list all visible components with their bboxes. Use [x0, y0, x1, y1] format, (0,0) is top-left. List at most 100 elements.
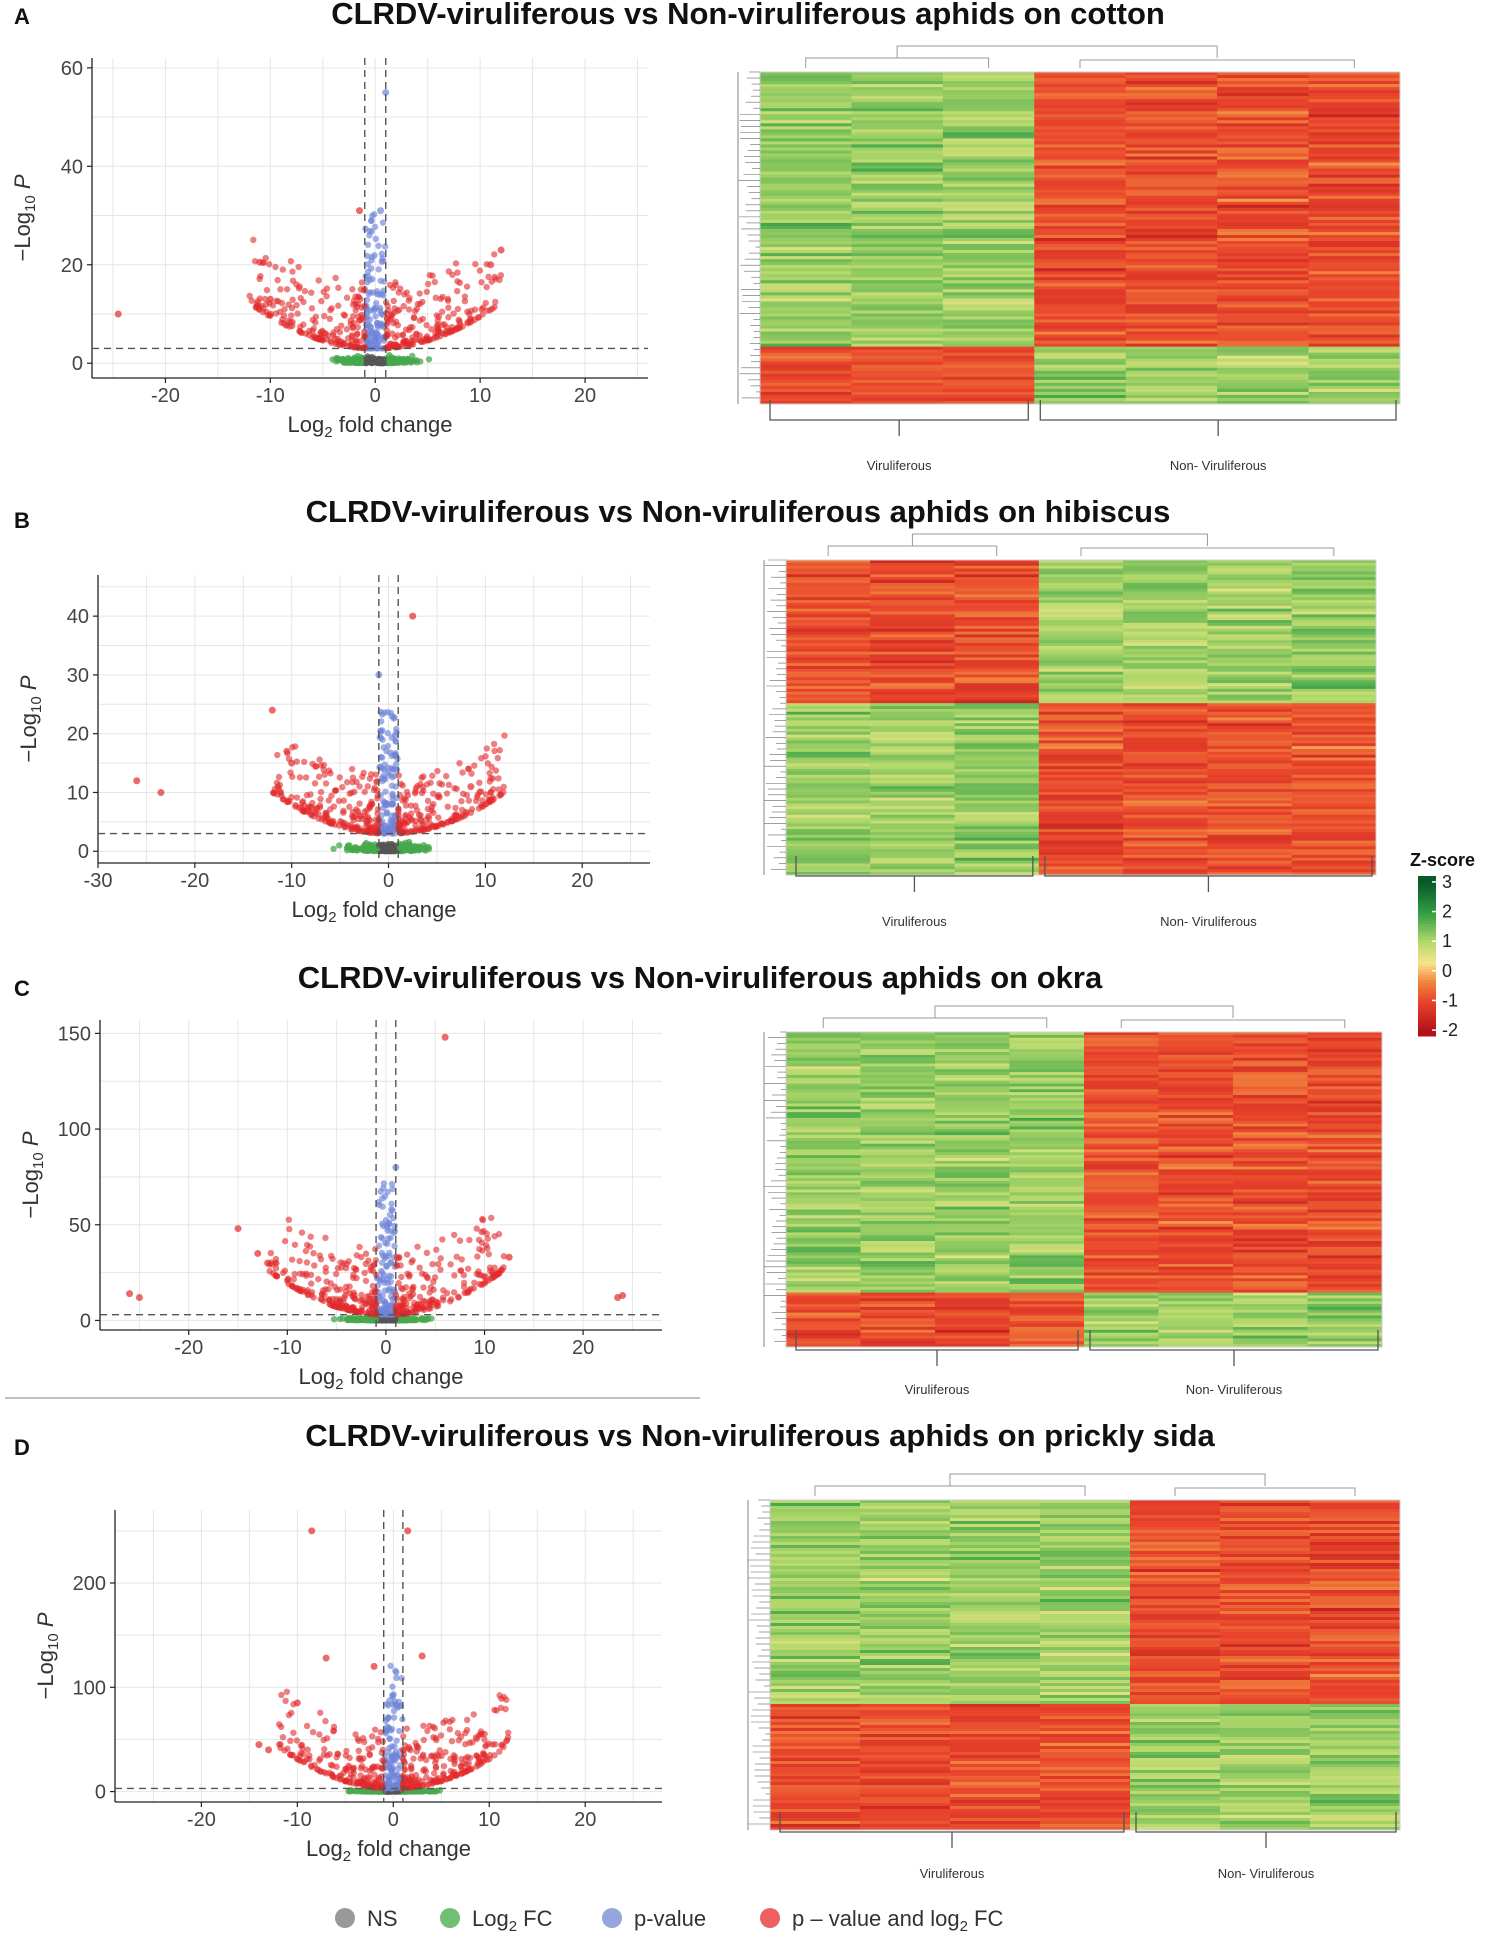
heatmap-cell [935, 1054, 1010, 1059]
heatmap-cell [935, 1163, 1010, 1168]
heatmap-cell [935, 1249, 1010, 1253]
heatmap-cell [935, 1292, 1010, 1296]
heatmap-cell [851, 138, 944, 142]
heatmap-cell [1034, 346, 1127, 351]
heatmap-cell [1291, 823, 1377, 827]
heatmap-cell [1123, 580, 1208, 584]
heatmap-cell [935, 1258, 1010, 1262]
heatmap-cell [1034, 147, 1127, 151]
heatmap-cell [942, 129, 1035, 133]
heatmap-cell [954, 769, 1040, 773]
heatmap-cell [1009, 1135, 1085, 1139]
heatmap-cell [942, 331, 1035, 336]
heatmap-cell [935, 1083, 1010, 1087]
heatmap-cell [1034, 192, 1127, 197]
point-significant [445, 268, 453, 275]
heatmap-cell [954, 708, 1040, 713]
point-significant [433, 1246, 440, 1253]
heatmap-cell [1009, 1318, 1085, 1322]
point-pvalue [381, 1287, 389, 1294]
heatmap-cell [942, 219, 1035, 224]
heatmap-cell [1291, 602, 1377, 607]
heatmap-cell [1125, 120, 1218, 124]
heatmap-cell [1034, 93, 1127, 97]
heatmap-cell [1038, 634, 1124, 638]
heatmap-cell [786, 1312, 861, 1316]
heatmap-cell [1291, 751, 1377, 756]
heatmap-cell [1291, 820, 1377, 824]
point-significant [461, 293, 469, 300]
heatmap-cell [954, 620, 1040, 624]
heatmap-cell [1125, 171, 1218, 176]
point-significant [490, 785, 497, 793]
heatmap-cell [935, 1089, 1010, 1093]
heatmap-cell [1123, 834, 1208, 839]
heatmap-cell [870, 820, 956, 824]
heatmap-cell [1125, 165, 1218, 170]
point-significant [353, 806, 360, 813]
point-significant [335, 284, 342, 291]
heatmap-cell [1034, 376, 1127, 381]
heatmap-cell [870, 832, 956, 836]
heatmap-cell [1034, 102, 1127, 106]
heatmap-cell [935, 1329, 1010, 1334]
heatmap-cell [1308, 394, 1401, 399]
heatmap-cell [942, 283, 1035, 287]
heatmap-cell [786, 1289, 861, 1294]
heatmap-cell [786, 1232, 861, 1236]
heatmap-cell [860, 1032, 936, 1036]
heatmap-cell [1084, 1109, 1159, 1113]
heatmap-cell [1308, 93, 1401, 97]
heatmap-cell [860, 1284, 936, 1288]
point-significant [450, 310, 457, 317]
heatmap-cell [1009, 1243, 1085, 1248]
heatmap-cell [1217, 346, 1310, 351]
heatmap-cell [1125, 204, 1218, 209]
heatmap-cell [1291, 671, 1377, 676]
heatmap-cell [1009, 1172, 1085, 1176]
point-significant [336, 774, 343, 781]
heatmap-cell [1158, 1106, 1234, 1110]
heatmap-cell [1123, 723, 1208, 727]
point-pvalue [370, 211, 378, 218]
heatmap-cell [1125, 397, 1218, 402]
y-tick-label: 20 [61, 255, 83, 277]
heatmap-cell [935, 1043, 1010, 1047]
point-significant [343, 326, 351, 333]
heatmap-cell [1125, 238, 1218, 242]
heatmap-cell [935, 1341, 1010, 1345]
heatmap-cell [860, 1146, 936, 1150]
heatmap-cell [1038, 820, 1124, 824]
heatmap-cell [942, 141, 1035, 145]
panel-a: A CLRDV-viruliferous vs Non-viruliferous … [10, 0, 1401, 473]
point-significant [359, 1296, 366, 1303]
point-significant [338, 322, 345, 329]
heatmap-cell [935, 1295, 1010, 1299]
point-ns-or-fc [381, 846, 388, 854]
heatmap-cell [860, 1281, 936, 1285]
point-significant [352, 1308, 359, 1315]
heatmap-cell [851, 310, 944, 314]
heatmap-cell [1217, 93, 1310, 97]
heatmap-cell [1038, 734, 1124, 739]
heatmap-cell [935, 1166, 1010, 1170]
heatmap-cell [1217, 210, 1310, 215]
heatmap-cell [1125, 114, 1218, 118]
point-significant [310, 1294, 317, 1301]
point-significant [344, 1306, 352, 1314]
point-significant [457, 1267, 464, 1274]
heatmap-cell [1009, 1069, 1085, 1073]
heatmap-cell [1038, 774, 1124, 779]
heatmap-cell [1123, 872, 1208, 876]
heatmap-cell [1217, 349, 1310, 354]
point-significant [349, 1274, 357, 1281]
heatmap-cell [1308, 385, 1401, 390]
heatmap-cell [860, 1309, 936, 1314]
heatmap-cell [954, 665, 1040, 670]
point-significant [298, 799, 306, 806]
heatmap-cell [1009, 1095, 1085, 1099]
heatmap-cell [1207, 611, 1293, 615]
heatmap-cell [1123, 688, 1208, 693]
heatmap-cell [786, 1198, 861, 1202]
heatmap-cell [1308, 265, 1401, 269]
